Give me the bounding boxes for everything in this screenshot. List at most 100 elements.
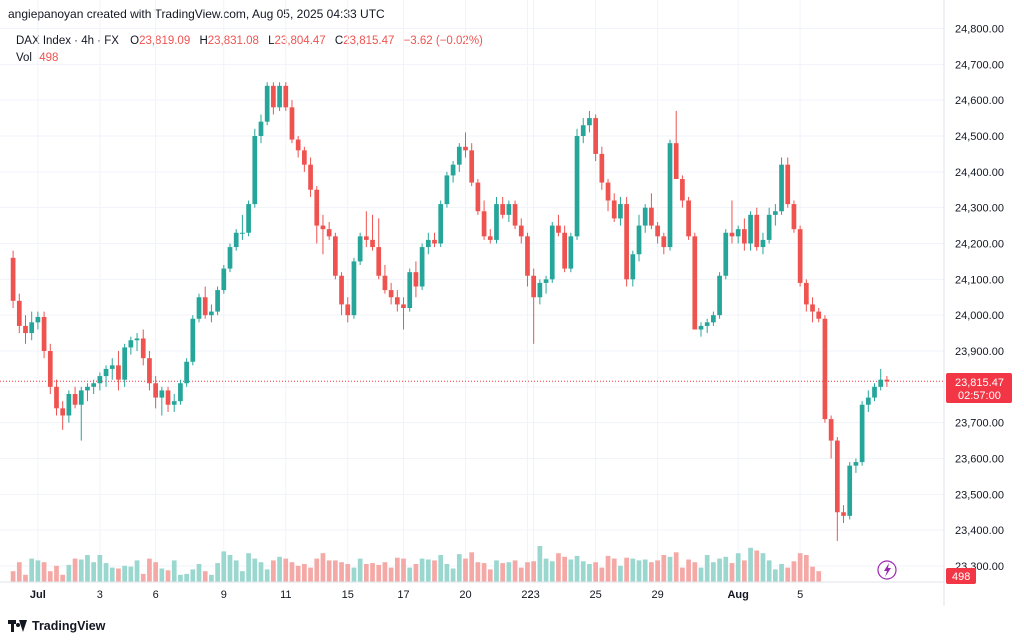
- candle-body: [624, 204, 629, 280]
- candle: [103, 365, 109, 387]
- candle-body: [537, 282, 543, 298]
- candle-body: [128, 340, 134, 348]
- candle: [85, 383, 90, 402]
- candle: [240, 214, 245, 240]
- volume-bar: [308, 567, 313, 582]
- candle-body: [599, 153, 605, 183]
- volume-bar: [525, 562, 530, 582]
- candle-body: [729, 232, 735, 237]
- candle-body: [339, 275, 344, 305]
- candle-body: [878, 379, 884, 387]
- candle: [599, 146, 605, 190]
- candle: [469, 143, 475, 187]
- candle-body: [797, 229, 803, 283]
- candle-body: [779, 164, 784, 212]
- candle: [345, 297, 351, 323]
- volume-bar: [382, 562, 388, 582]
- candle: [692, 232, 698, 330]
- candle-body: [91, 383, 97, 387]
- candle-body: [742, 229, 747, 244]
- volume-bar: [66, 564, 72, 582]
- candle: [568, 232, 574, 273]
- x-tick-label: 25: [590, 589, 602, 601]
- symbol-label[interactable]: DAX Index · 4h · FX: [16, 35, 119, 47]
- volume-bar: [190, 569, 196, 582]
- candle: [171, 394, 177, 412]
- x-tick-label: 23: [528, 589, 540, 601]
- candle: [252, 128, 258, 208]
- candle: [128, 336, 134, 355]
- candle-body: [16, 300, 22, 326]
- volume-bar: [134, 560, 140, 582]
- candle: [134, 333, 140, 351]
- candle: [196, 293, 202, 323]
- candle: [512, 200, 518, 230]
- volume-bar: [283, 558, 289, 582]
- candle-body: [494, 204, 499, 240]
- candle: [407, 268, 413, 312]
- volume-bar: [246, 553, 251, 582]
- candle-body: [587, 118, 592, 126]
- candle: [258, 114, 264, 144]
- candle-body: [661, 236, 667, 248]
- candle: [772, 204, 778, 226]
- ohlc-row: DAX Index · 4h · FX O23,819.09 H23,831.0…: [16, 33, 483, 50]
- candle: [574, 128, 580, 240]
- tradingview-logo[interactable]: TradingView: [8, 619, 105, 633]
- volume-bar: [196, 564, 202, 582]
- volume-bar: [401, 558, 406, 582]
- volume-bar: [60, 574, 66, 582]
- volume-bar: [153, 562, 158, 582]
- candle: [382, 265, 388, 294]
- volume-bar: [494, 560, 499, 582]
- volume-bar: [444, 564, 450, 582]
- candle: [723, 229, 729, 280]
- candle-body: [686, 200, 691, 237]
- candle: [29, 311, 35, 341]
- candle: [878, 368, 884, 391]
- y-tick-label: 23,500.00: [955, 489, 1004, 501]
- price-axis[interactable]: 24,800.00 24,700.00 24,600.00 24,500.00 24,4…: [955, 24, 1004, 574]
- volume-bar: [178, 574, 183, 582]
- candle-body: [655, 225, 660, 237]
- candle-body: [171, 401, 177, 405]
- lightning-icon[interactable]: [877, 560, 897, 580]
- candle-body: [506, 204, 512, 215]
- volume-bar: [611, 558, 617, 582]
- candle-body: [401, 304, 406, 308]
- candle: [376, 218, 382, 280]
- candle-body: [215, 290, 220, 312]
- candle-body: [593, 118, 598, 154]
- volume-bar: [363, 564, 369, 582]
- candle: [54, 379, 59, 416]
- candle-body: [277, 85, 282, 108]
- volume-bar: [10, 571, 16, 582]
- y-tick-label: 23,700.00: [955, 418, 1004, 430]
- candle-body: [258, 121, 264, 136]
- candle: [116, 351, 121, 391]
- volume-bar: [91, 562, 97, 582]
- candle: [748, 211, 753, 251]
- candle: [122, 343, 128, 387]
- volume-bar: [463, 558, 468, 582]
- volume-bar: [388, 567, 394, 582]
- candle: [742, 218, 747, 251]
- candle: [314, 186, 320, 244]
- candlesticks: [10, 82, 890, 541]
- candle-body: [828, 419, 834, 441]
- candle: [72, 386, 78, 409]
- volume-bar: [35, 560, 41, 582]
- volume-bar: [630, 558, 636, 582]
- y-tick-label: 24,700.00: [955, 59, 1004, 71]
- candle: [717, 272, 722, 319]
- candle-body: [202, 297, 208, 316]
- y-tick-label: 23,600.00: [955, 454, 1004, 466]
- volume-bar: [742, 560, 747, 582]
- y-tick-label: 24,200.00: [955, 239, 1004, 251]
- candle-body: [704, 322, 710, 326]
- change-value: −3.62 (−0.02%): [403, 35, 483, 47]
- candle: [624, 196, 629, 287]
- candle: [593, 114, 598, 162]
